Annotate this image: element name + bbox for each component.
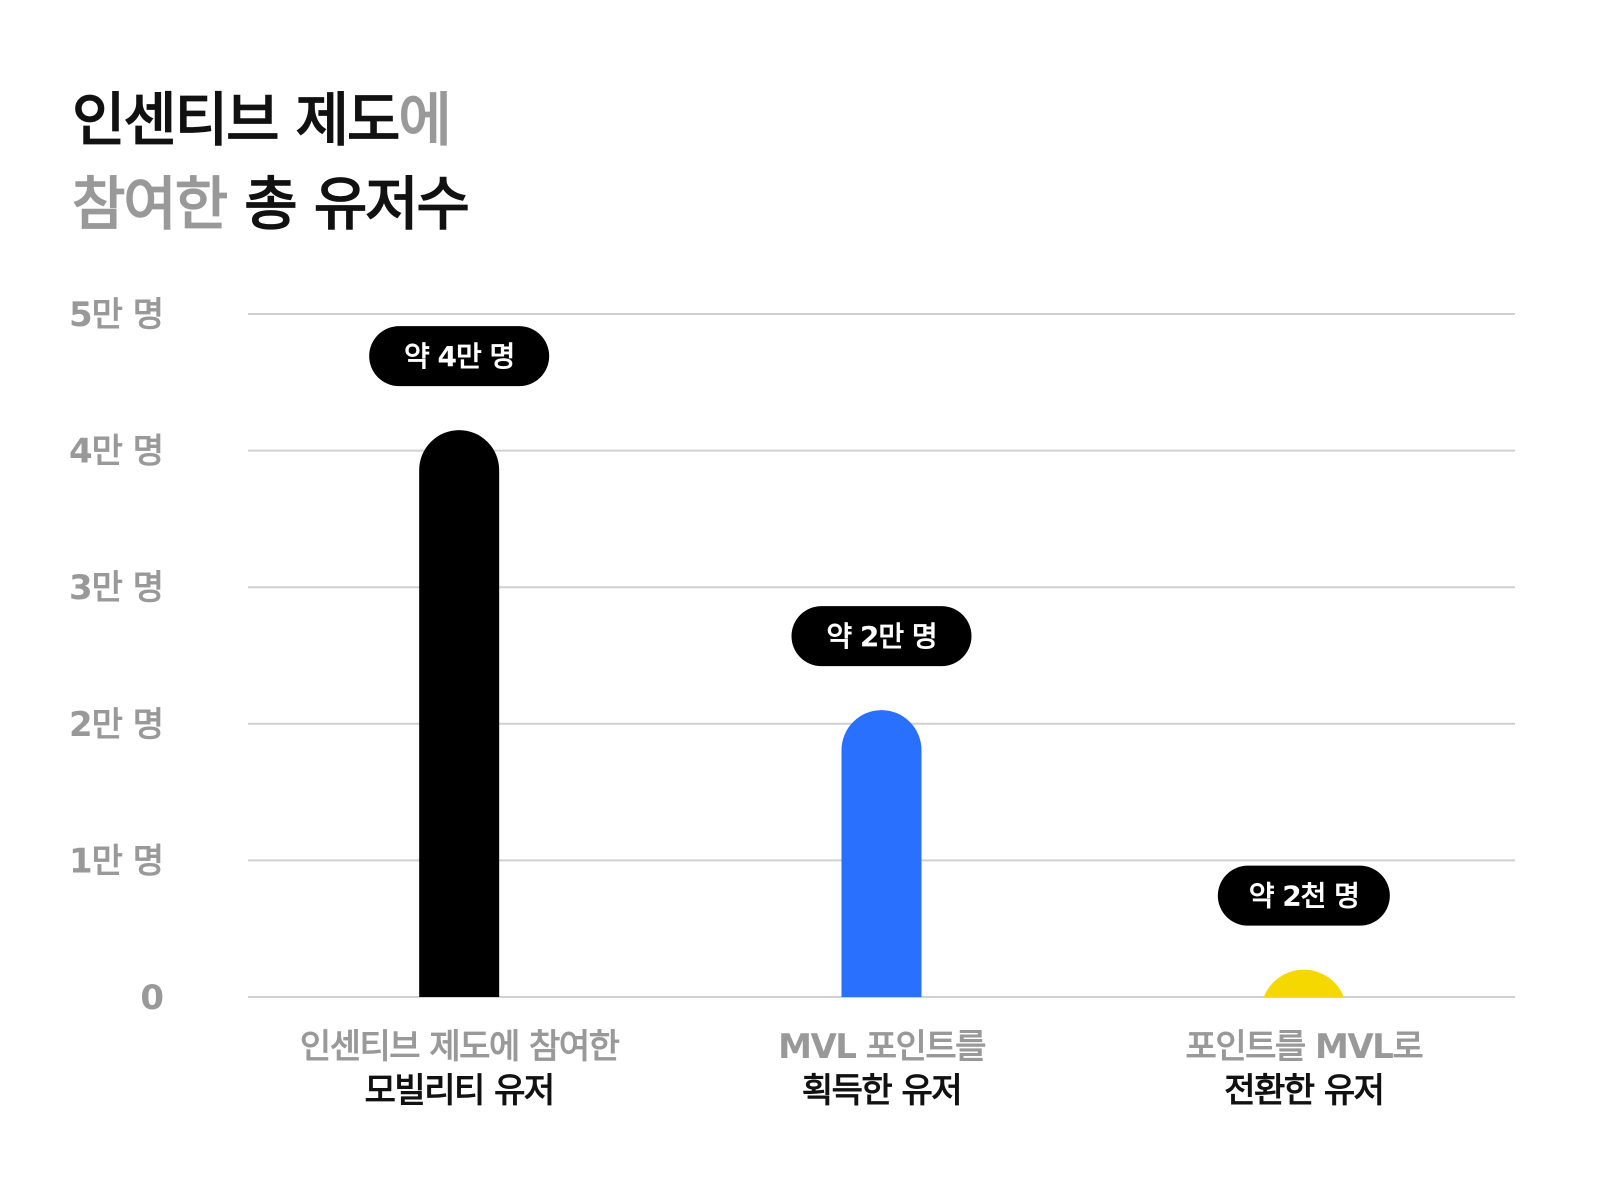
category-label-dark-1: 획득한 유저 [802, 1071, 961, 1111]
badge-1 [791, 606, 972, 667]
title-line1-gray: 에 [398, 86, 451, 154]
category-label-gray-2: 포인트를 MVL로 [1186, 1027, 1424, 1067]
category-label-dark-0: 모빌리티 유저 [365, 1071, 554, 1111]
data-label-0: 약 4만 명 [404, 340, 514, 373]
category-label-gray-0: 인센티브 제도에 참여한 [300, 1027, 620, 1067]
bar-1 [841, 710, 922, 997]
title-line1-dark: 인센티브 제도 [72, 86, 400, 154]
chart-title: 인센티브 제도에 참여한 총 유저수 [72, 78, 470, 246]
y-tick-label-0: 0 [140, 978, 163, 1018]
category-label-dark-2: 전환한 유저 [1224, 1071, 1383, 1111]
category-label-gray-1: MVL 포인트를 [778, 1027, 986, 1067]
title-line2-dark: 총 유저수 [226, 170, 470, 238]
title-line2-gray: 참여한 [72, 170, 228, 238]
y-tick-label-1: 1만 명 [69, 841, 163, 881]
y-tick-label-4: 4만 명 [69, 432, 163, 472]
y-tick-label-5: 5만 명 [69, 295, 163, 335]
bar-2 [1263, 969, 1344, 997]
badge-2 [1217, 865, 1390, 926]
bar-0 [419, 430, 500, 997]
y-tick-label-3: 3만 명 [69, 568, 163, 608]
y-tick-label-2: 2만 명 [69, 705, 163, 745]
data-label-2: 약 2천 명 [1249, 880, 1359, 913]
data-label-1: 약 2만 명 [826, 620, 936, 653]
badge-0 [369, 326, 550, 387]
